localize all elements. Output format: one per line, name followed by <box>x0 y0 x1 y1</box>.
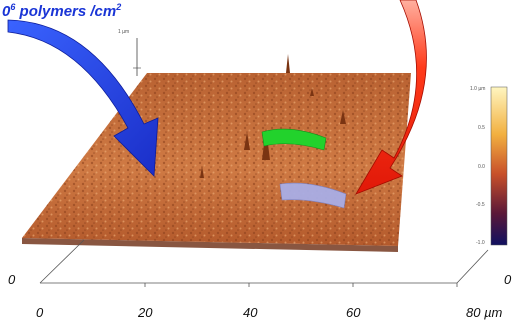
y-axis-line-left <box>39 239 85 284</box>
red-arrow-icon <box>355 0 427 195</box>
x-tick-0: 0 <box>36 305 44 320</box>
x-tick-20: 20 <box>138 305 153 320</box>
polymer-density-label: 06 polymers /cm2 <box>2 2 122 20</box>
lavender-polymer-marker <box>279 182 347 209</box>
y-tick-right: 0 <box>504 272 512 287</box>
x-tick-40: 40 <box>243 305 258 320</box>
colorbar <box>490 86 508 246</box>
x-tick-80: 80 µm <box>466 305 503 320</box>
x-axis-ticks <box>144 283 458 287</box>
x-tick-60: 60 <box>346 305 361 320</box>
green-polymer-marker <box>261 128 327 151</box>
blue-arrow-icon <box>7 19 159 177</box>
y-axis-line-right <box>456 249 489 284</box>
colorbar-tick-2: 0.5 <box>478 125 485 131</box>
colorbar-tick-top: 1.0 µm <box>470 86 486 92</box>
colorbar-tick-3: 0.0 <box>478 164 485 170</box>
colorbar-tick-4: -0.5 <box>476 202 485 208</box>
y-tick-left: 0 <box>8 272 16 287</box>
surface-edge <box>22 238 398 252</box>
z-axis-label: 1 µm <box>118 29 130 35</box>
surface-texture <box>22 73 411 246</box>
colorbar-tick-bottom: -1.0 <box>476 240 485 246</box>
